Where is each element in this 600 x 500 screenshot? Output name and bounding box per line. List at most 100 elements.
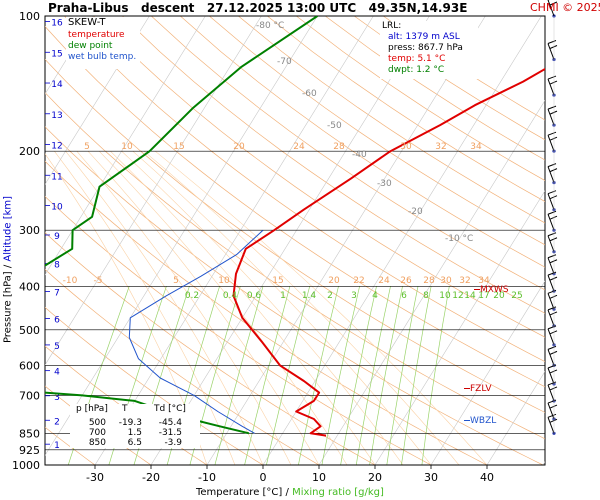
dry-adiabat	[93, 16, 545, 338]
moist-adiabat-label-mid: 5	[173, 276, 179, 286]
wind-barb-flag	[547, 75, 557, 80]
isotherm-label: -80 °C	[256, 21, 284, 31]
altitude-tick-label: 6	[54, 316, 60, 326]
moist-adiabat-label-mid: 15	[272, 276, 283, 286]
legend-heading: SKEW-T	[68, 17, 106, 28]
wind-barb-staff	[547, 274, 555, 292]
wind-barb-flag	[549, 237, 558, 242]
wind-barb-flag	[549, 1, 558, 6]
wbzl-label: WBZL	[470, 416, 497, 426]
moist-adiabat-label-upper: 10	[121, 142, 133, 152]
isotherm	[94, 16, 374, 465]
mixing-ratio-label: 0.4	[223, 291, 238, 301]
altitude-tick-label: 8	[54, 261, 60, 271]
wind-barb-flag	[549, 276, 558, 281]
wind-barb-staff	[547, 349, 555, 366]
table-cell-t: 6.5	[127, 438, 142, 448]
wind-barb-flag	[547, 399, 557, 404]
isotherm	[262, 16, 542, 465]
table-row: 700 1.5 -31.5	[70, 428, 200, 438]
wind-barb-flag	[547, 289, 557, 294]
fzlv-marker: FZLV	[464, 384, 492, 394]
wind-barb-flag	[547, 413, 557, 418]
isotherm	[374, 190, 545, 465]
mixing-ratio-label: 17	[478, 291, 489, 301]
dry-adiabat	[238, 16, 545, 224]
altitude-tick-label: 15	[51, 49, 62, 59]
moist-adiabat-label-mid: -5	[94, 276, 103, 286]
altitude-tick-label: 9	[54, 232, 60, 242]
wind-barb-staff	[547, 367, 555, 385]
wind-barb-flag	[549, 311, 558, 316]
lrl-temp: temp: 5.1 °C	[388, 54, 446, 64]
mixing-ratio-label: 1.4	[302, 291, 317, 301]
dry-adiabat	[267, 16, 545, 202]
temperature-tick-label: 0	[260, 471, 267, 484]
wind-barb-staff	[547, 309, 555, 327]
mixing-ratio-label: 14	[464, 291, 476, 301]
mixing-ratio-label: 6	[401, 291, 407, 301]
wind-barb-flag	[549, 386, 558, 391]
moist-adiabat-label-mid: 22	[353, 276, 364, 286]
wind-barb-flag	[549, 350, 558, 355]
moist-adiabat-label-upper: 28	[333, 142, 345, 152]
wind-barb-staff	[547, 417, 555, 434]
legend-item-temperature: temperature	[68, 30, 125, 40]
pressure-tick-label: 100	[19, 10, 40, 23]
x-axis-label: Temperature [°C] / Mixing ratio [g/kg]	[196, 487, 384, 498]
mxws-marker: MXWS	[474, 285, 509, 295]
isotherm	[486, 370, 545, 465]
isotherm	[45, 16, 150, 185]
wind-barb-flag	[547, 131, 557, 136]
table-cell-p: 850	[88, 438, 106, 448]
table-cell-td: -3.9	[164, 438, 182, 448]
moist-adiabat-label-mid: 20	[328, 276, 340, 286]
altitude-tick-label: 10	[51, 203, 63, 213]
credit-label: CHMI © 2025	[530, 1, 600, 14]
lrl-box: LRL: alt: 1379 m ASL press: 867.7 hPa te…	[380, 21, 478, 79]
legend: SKEW-T temperature dew point wet bulb te…	[66, 17, 140, 69]
wind-barb-staff	[547, 235, 555, 252]
wind-barb-flag	[549, 110, 558, 115]
pressure-tick-label: 300	[19, 224, 40, 237]
mixing-ratio-label: 0.6	[247, 291, 262, 301]
wind-barb-staff	[547, 108, 555, 126]
moist-adiabat-label-mid: 34	[478, 276, 490, 286]
moist-adiabat-label-mid: 10	[218, 276, 230, 286]
pressure-tick-label: 925	[19, 444, 40, 457]
wind-barb-flag	[547, 210, 557, 215]
table-cell-t: 1.5	[127, 428, 142, 438]
wind-barb-staff	[547, 214, 555, 231]
dry-adiabat	[151, 16, 545, 291]
wind-barb-flag	[547, 381, 557, 386]
table-cell-p: 500	[88, 418, 106, 428]
mixing-ratio-label: 1	[280, 291, 286, 301]
mixing-ratio-label: 20	[493, 291, 505, 301]
wind-barb-flag	[549, 330, 558, 335]
isotherm-label: -70	[277, 57, 292, 67]
isotherm	[45, 16, 206, 276]
moist-adiabat-label-mid: 28	[423, 276, 435, 286]
legend-item-wet-bulb: wet bulb temp.	[68, 52, 137, 62]
wind-barb-flag	[547, 105, 557, 110]
wind-barb-flag	[547, 325, 557, 330]
mixing-ratio-label: 12	[452, 291, 463, 301]
wind-barb-staff	[547, 402, 555, 420]
wind-barb-flag	[549, 136, 558, 141]
dry-adiabat	[45, 25, 545, 388]
wind-barb-staff	[547, 257, 555, 274]
moist-adiabat-label-mid: 24	[378, 276, 390, 286]
mixing-ratio-label: 3	[351, 291, 357, 301]
wind-barb-staff	[547, 293, 555, 310]
dry-adiabat	[64, 16, 545, 363]
y-axis-label-alt: Altitude [km]	[2, 195, 14, 262]
pressure-tick-label: 600	[19, 359, 40, 372]
wind-barb-flag	[549, 45, 558, 49]
wind-barb-staff	[547, 384, 555, 402]
wind-barb-flag	[547, 163, 557, 168]
altitude-tick-label: 4	[54, 368, 60, 378]
temperature-tick-label: -10	[198, 471, 216, 484]
wind-barb-staff	[547, 134, 555, 152]
lrl-press: press: 867.7 hPa	[388, 43, 463, 53]
